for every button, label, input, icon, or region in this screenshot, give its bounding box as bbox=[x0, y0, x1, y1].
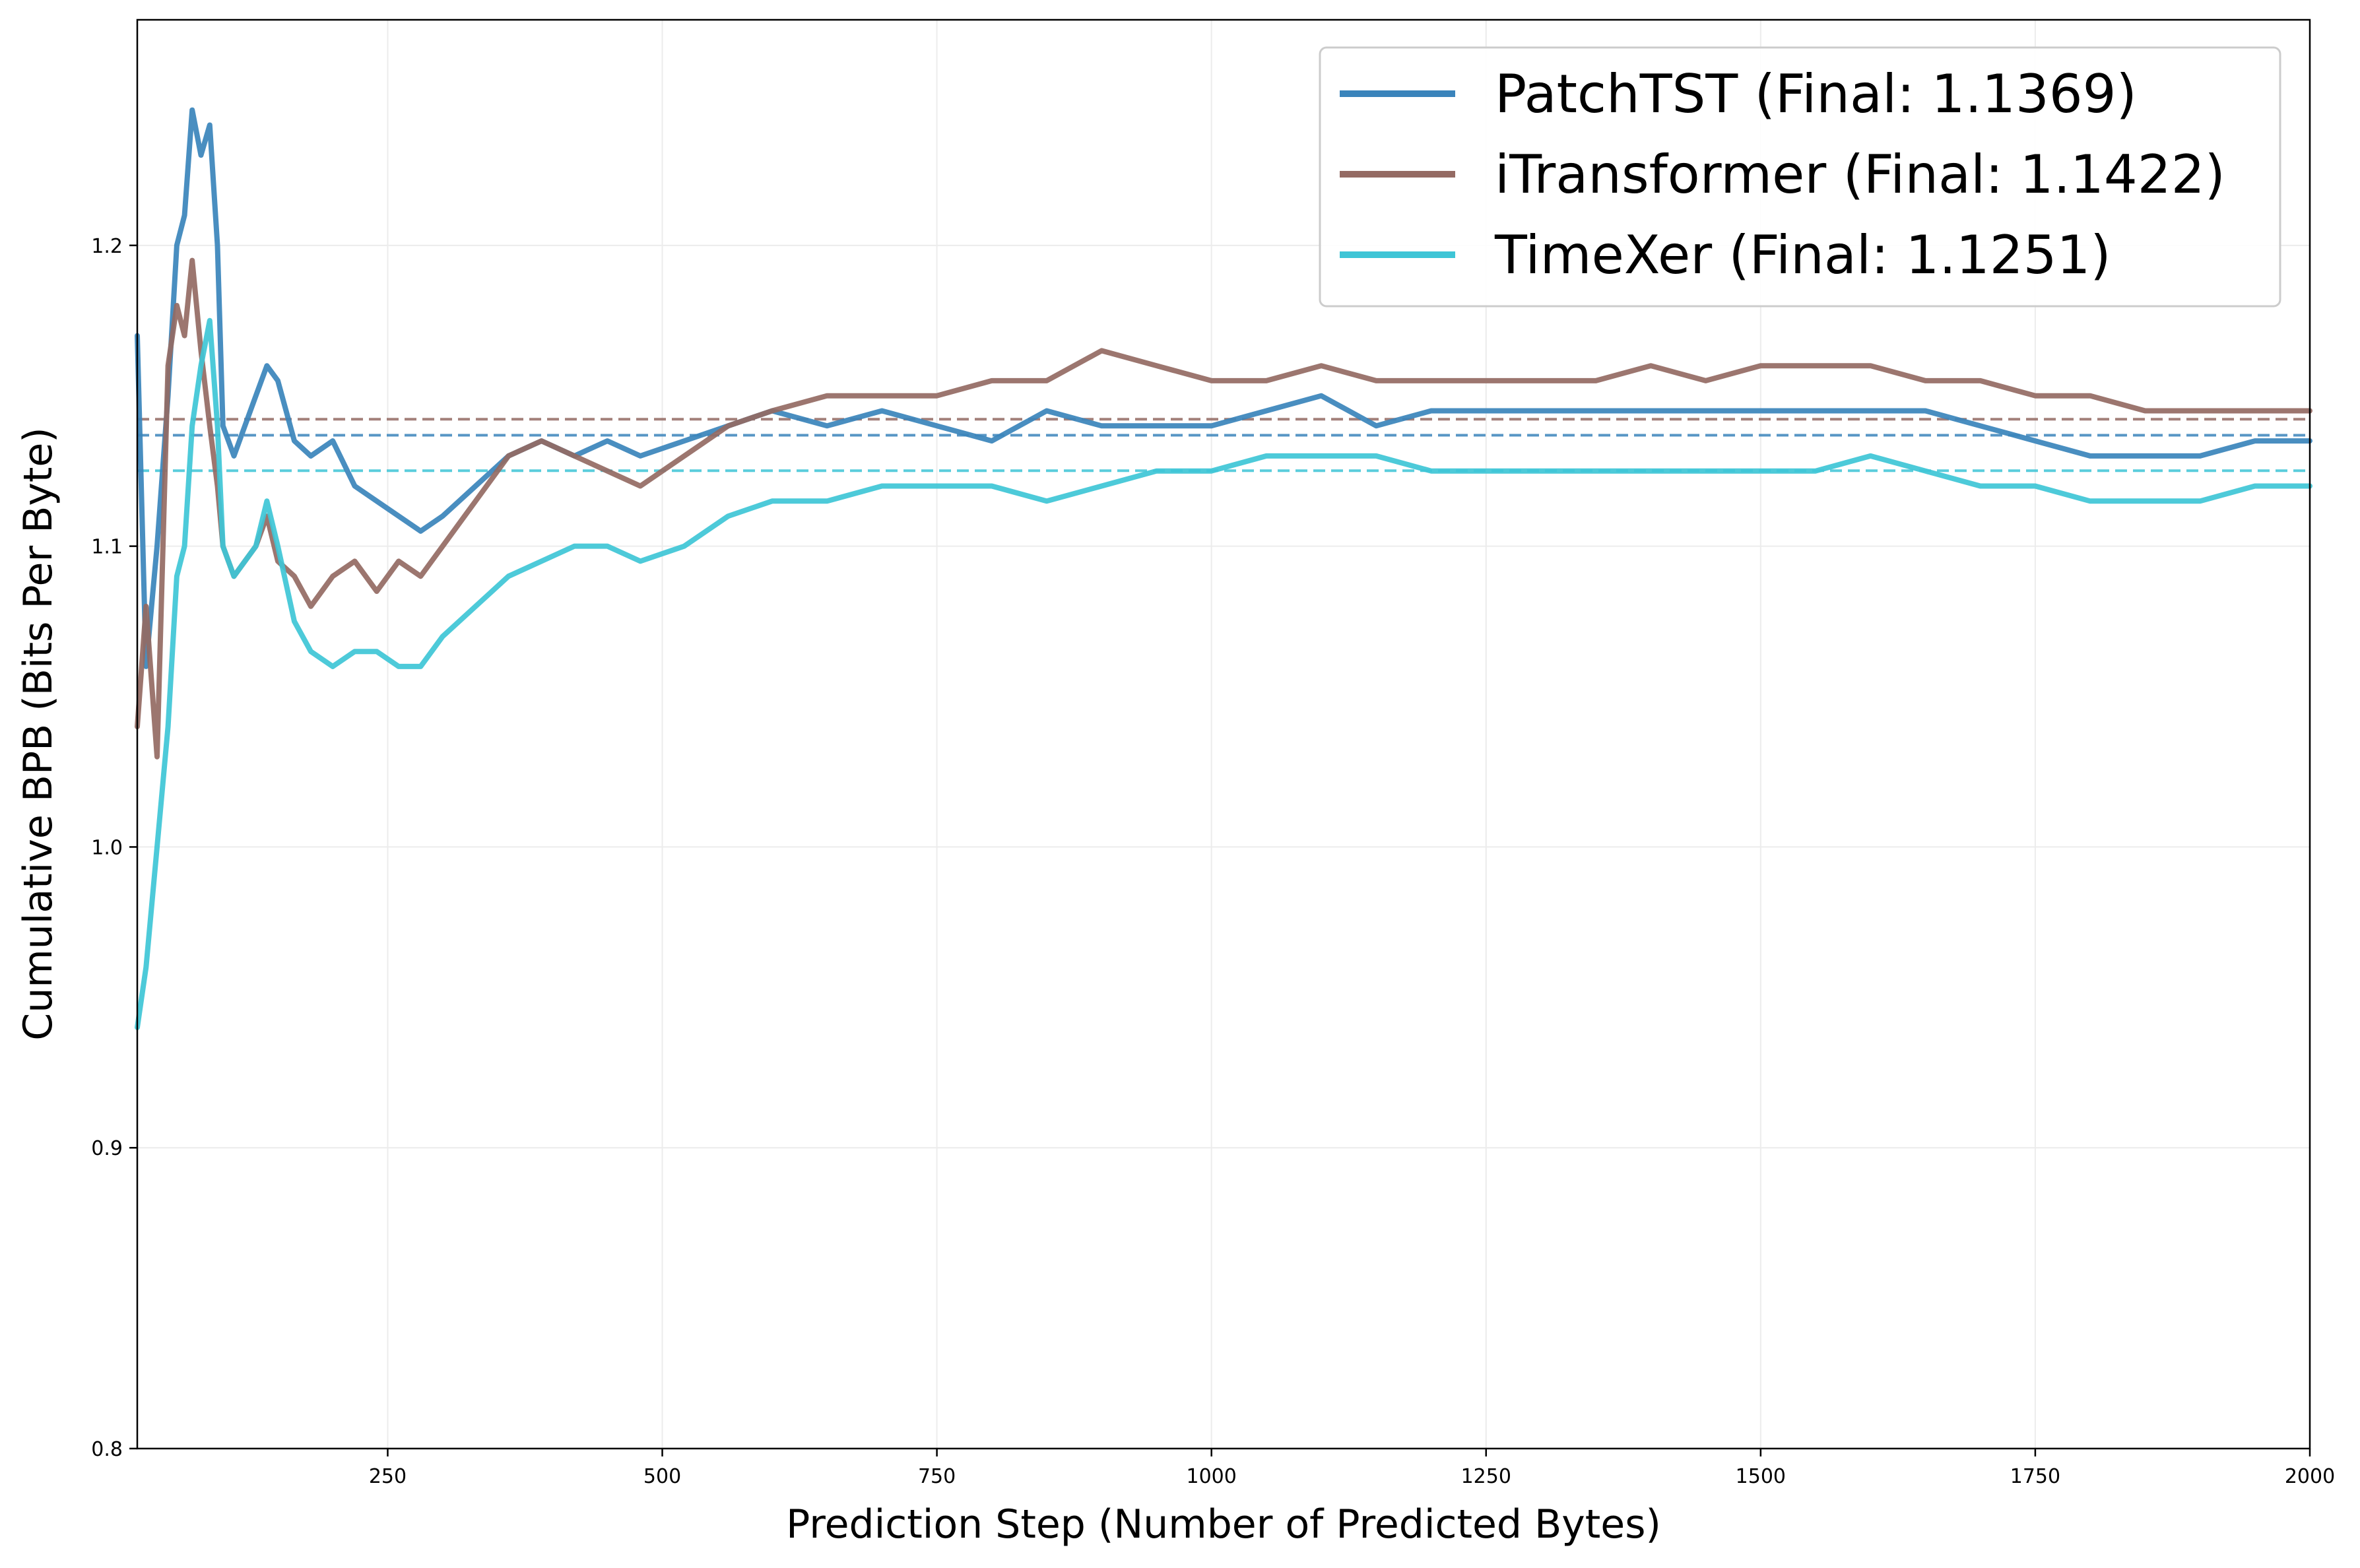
legend-label-patchtst: PatchTST (Final: 1.1369) bbox=[1495, 63, 2137, 125]
y-tick-label: 0.9 bbox=[91, 1137, 123, 1160]
x-tick-label: 1500 bbox=[1736, 1465, 1786, 1488]
x-tick-label: 1000 bbox=[1187, 1465, 1237, 1488]
x-axis-title: Prediction Step (Number of Predicted Byt… bbox=[786, 1501, 1661, 1548]
series-lines bbox=[135, 107, 2312, 1030]
series-line-timexer bbox=[135, 317, 2312, 1030]
legend: PatchTST (Final: 1.1369) iTransformer (Fi… bbox=[1319, 46, 2281, 308]
x-tick-label: 1250 bbox=[1461, 1465, 1511, 1488]
series-line-patchtst bbox=[135, 107, 2312, 669]
axis-ticks: 250 500 750 1000 1250 1500 1750 2000 0.8 0.9 1.0 1.… bbox=[91, 235, 2335, 1488]
y-tick-label: 1.1 bbox=[91, 536, 123, 559]
x-tick-label: 500 bbox=[643, 1465, 681, 1488]
y-tick-label: 1.2 bbox=[91, 235, 123, 258]
plot-frame bbox=[136, 18, 2311, 1450]
x-tick-label: 250 bbox=[369, 1465, 407, 1488]
legend-entries: PatchTST (Final: 1.1369) iTransformer (Fi… bbox=[1340, 63, 2225, 286]
legend-label-itransformer: iTransformer (Final: 1.1422) bbox=[1495, 144, 2225, 205]
y-axis-title: Cumulative BPB (Bits Per Byte) bbox=[15, 427, 61, 1040]
legend-box bbox=[1319, 46, 2281, 308]
x-tick-label: 2000 bbox=[2285, 1465, 2335, 1488]
x-tick-label: 750 bbox=[918, 1465, 956, 1488]
y-tick-label: 1.0 bbox=[91, 836, 123, 859]
y-tick-label: 0.8 bbox=[91, 1438, 123, 1461]
x-tick-label: 1750 bbox=[2010, 1465, 2060, 1488]
legend-label-timexer: TimeXer (Final: 1.1251) bbox=[1494, 224, 2111, 286]
